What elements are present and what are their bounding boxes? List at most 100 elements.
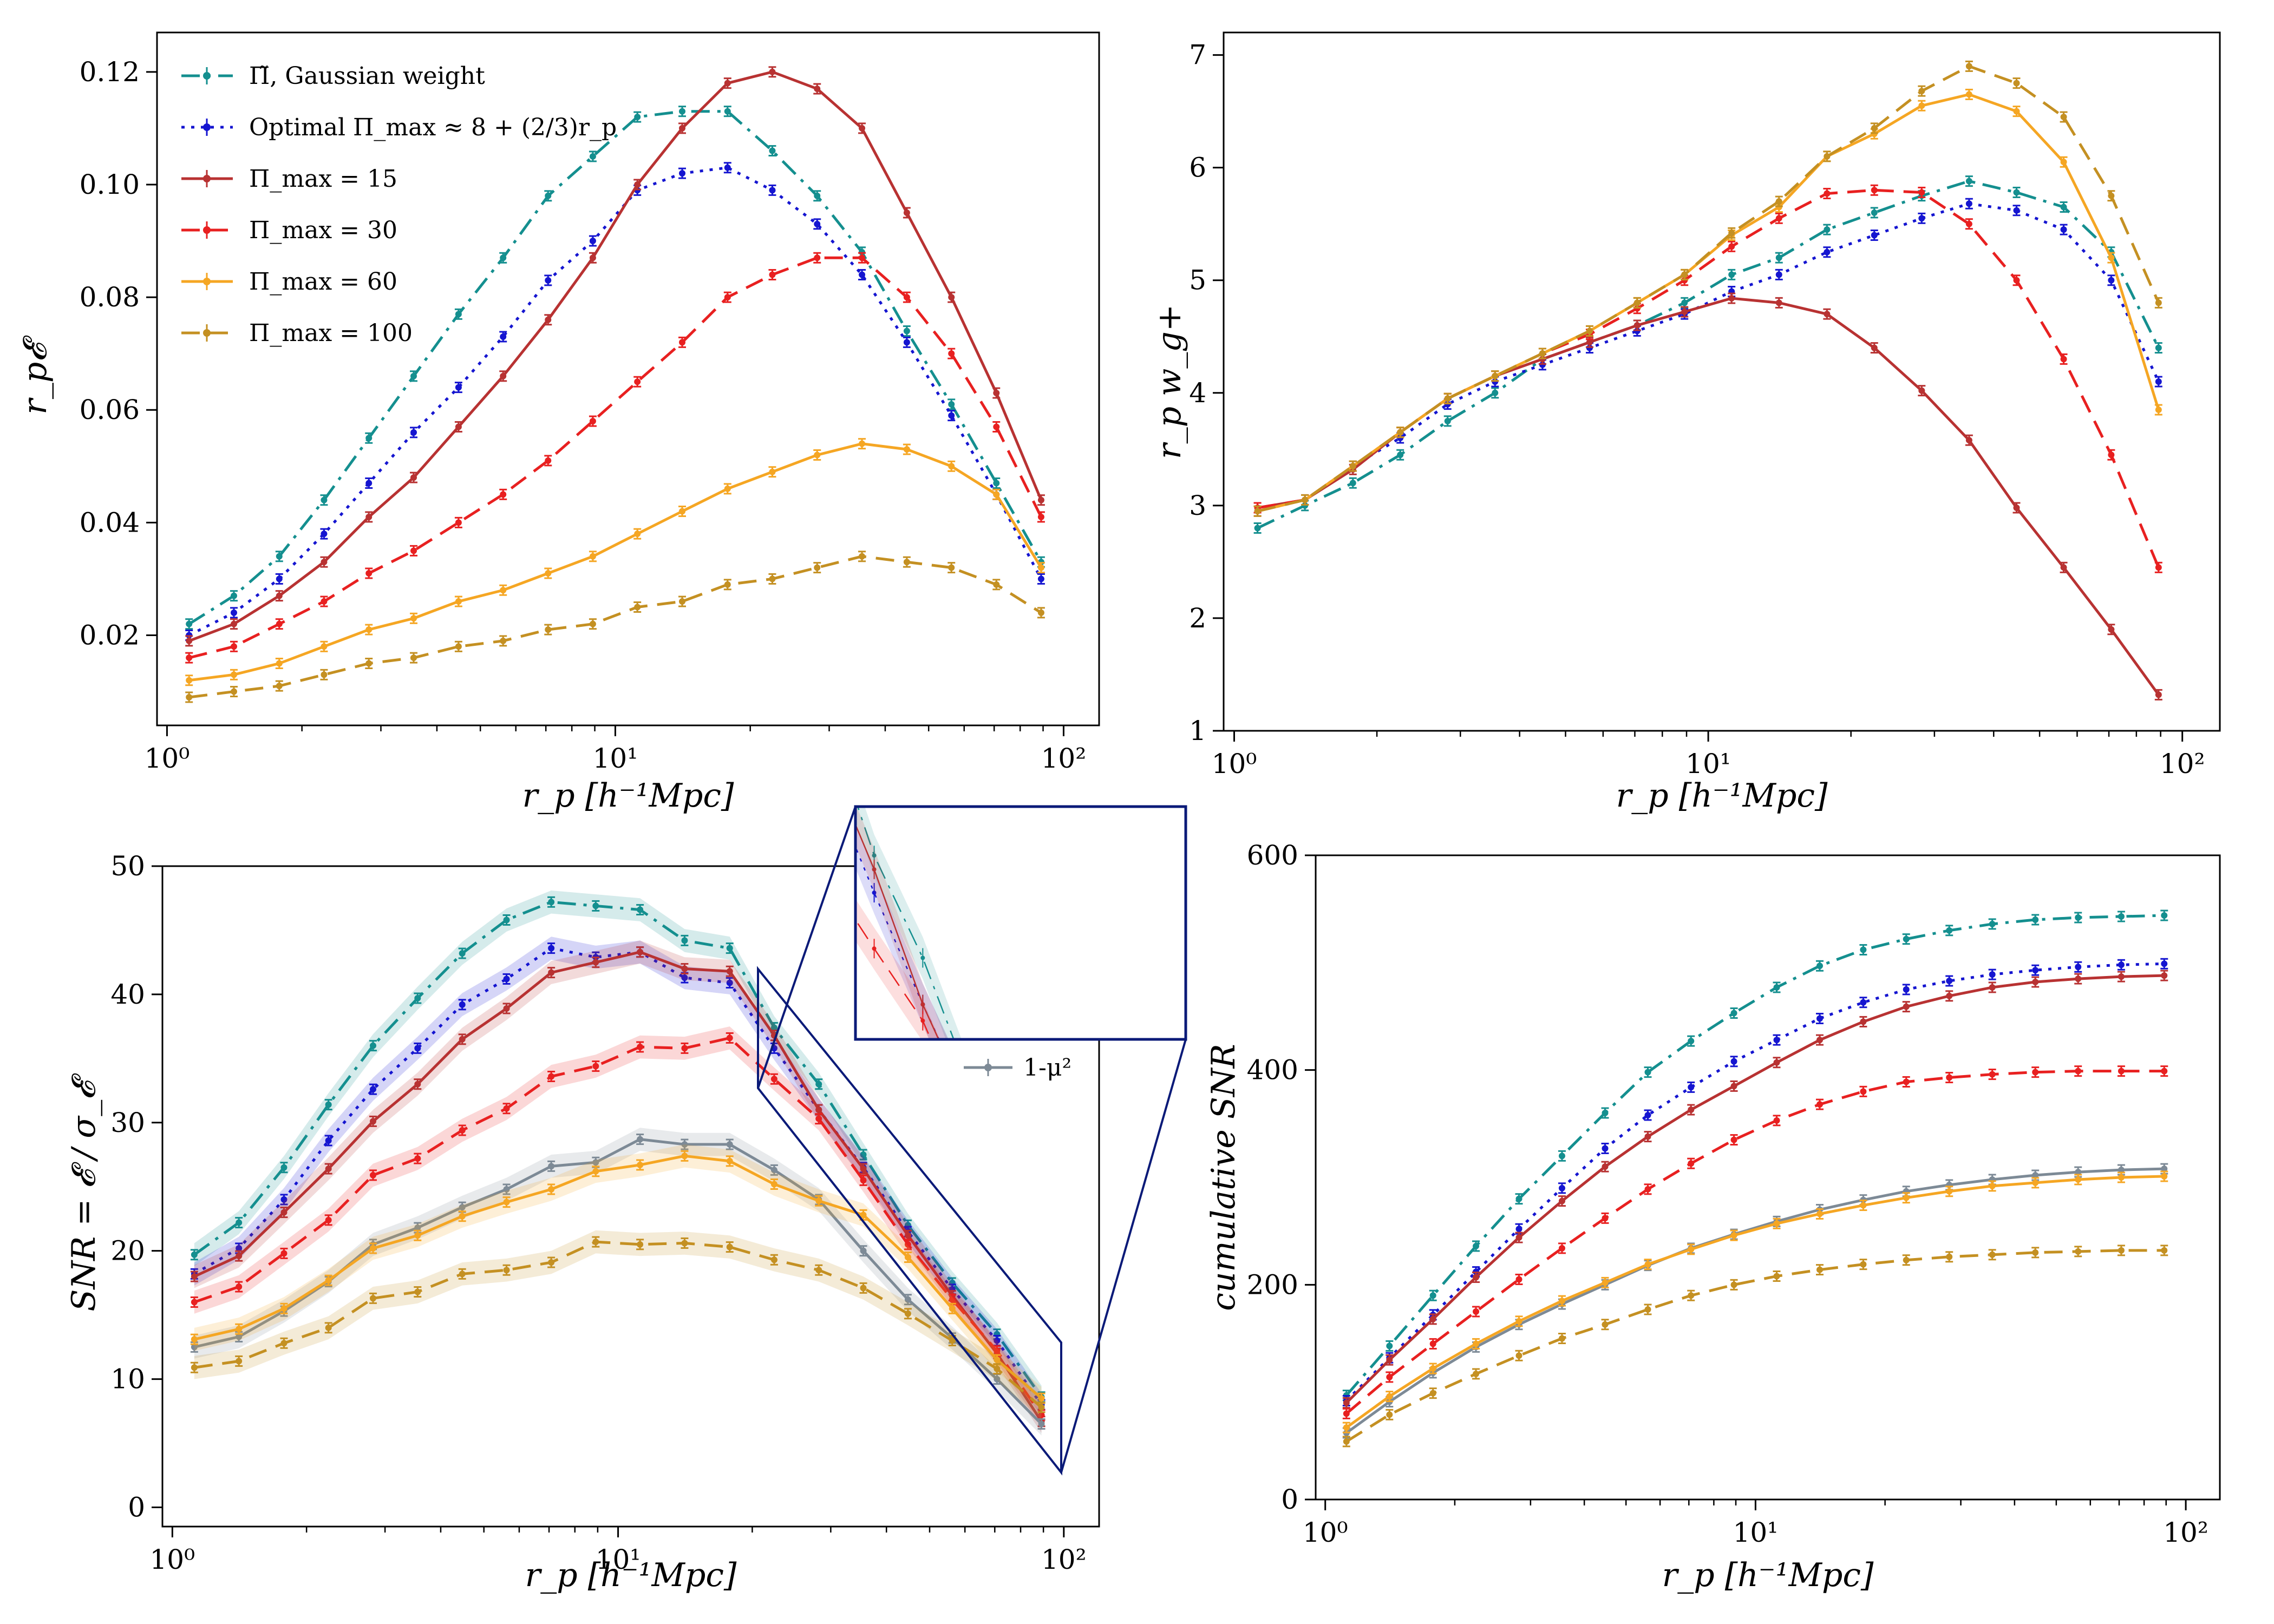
data-point bbox=[948, 350, 955, 357]
data-point bbox=[370, 1295, 377, 1302]
data-point bbox=[1473, 1340, 1480, 1347]
y-axis-label: r_p𝓔 bbox=[16, 335, 54, 415]
data-point bbox=[1444, 417, 1451, 424]
data-point bbox=[994, 1347, 1001, 1354]
data-point bbox=[859, 125, 866, 132]
data-point bbox=[321, 496, 328, 503]
series-line bbox=[1257, 188, 2160, 568]
data-point bbox=[1633, 322, 1641, 329]
inset-point bbox=[580, 658, 584, 662]
series-line bbox=[1345, 1249, 2165, 1443]
data-point bbox=[2060, 356, 2067, 363]
data-point bbox=[724, 581, 731, 588]
data-point bbox=[815, 1197, 822, 1204]
inset-point bbox=[872, 1137, 877, 1142]
data-point bbox=[1644, 1069, 1651, 1076]
inset-point bbox=[435, 886, 439, 890]
data-point bbox=[459, 1271, 466, 1278]
y-tick-label: 0.02 bbox=[80, 619, 140, 651]
data-point bbox=[1586, 328, 1593, 335]
data-point bbox=[276, 620, 283, 627]
data-point bbox=[1775, 254, 1782, 261]
y-tick-label: 400 bbox=[1247, 1055, 1298, 1086]
inset-point bbox=[386, 1058, 390, 1063]
data-point bbox=[1989, 920, 1996, 927]
data-point bbox=[1586, 339, 1593, 346]
data-point bbox=[503, 1186, 510, 1193]
uncertainty-band bbox=[194, 1144, 1042, 1410]
data-point bbox=[1688, 1246, 1695, 1253]
legend-marker bbox=[203, 329, 211, 337]
inset-point bbox=[969, 1084, 973, 1088]
data-point bbox=[2118, 913, 2125, 920]
data-point bbox=[2155, 691, 2162, 698]
data-point bbox=[1397, 451, 1404, 459]
legend-marker bbox=[984, 1064, 992, 1071]
inset-point bbox=[386, 1202, 390, 1207]
data-point bbox=[681, 965, 688, 972]
data-point bbox=[634, 531, 641, 538]
inset-point bbox=[240, 1433, 244, 1437]
legend-label: Π_max = 60 bbox=[249, 268, 397, 296]
series--max-100 bbox=[185, 551, 1045, 703]
x-tick-label: 10⁰ bbox=[1303, 1517, 1348, 1548]
data-point bbox=[1473, 1370, 1480, 1377]
data-point bbox=[770, 1167, 777, 1174]
inset-point bbox=[1164, 1524, 1168, 1528]
data-point bbox=[321, 643, 328, 650]
data-point bbox=[1558, 1245, 1565, 1252]
x-tick-label: 10¹ bbox=[593, 743, 638, 774]
data-point bbox=[1602, 1163, 1609, 1170]
data-point bbox=[1688, 1292, 1695, 1299]
data-point bbox=[948, 294, 955, 301]
data-point bbox=[414, 1081, 421, 1088]
data-point bbox=[814, 254, 821, 261]
data-point bbox=[191, 1299, 198, 1306]
data-point bbox=[1918, 215, 1925, 222]
data-point bbox=[814, 192, 821, 199]
data-point bbox=[325, 1324, 332, 1331]
plot-frame bbox=[1315, 854, 2221, 1501]
inset-connector bbox=[1060, 1039, 1187, 1473]
data-point bbox=[1429, 1390, 1436, 1397]
data-point bbox=[1965, 178, 1972, 185]
series-line bbox=[188, 70, 1043, 643]
data-point bbox=[1037, 575, 1044, 582]
data-point bbox=[1730, 1058, 1737, 1065]
data-point bbox=[1918, 189, 1925, 196]
series--max-60 bbox=[1253, 88, 2162, 517]
data-point bbox=[2108, 192, 2115, 199]
data-point bbox=[1871, 232, 1878, 239]
data-point bbox=[1037, 609, 1044, 616]
data-point bbox=[1965, 200, 1972, 207]
data-point bbox=[1386, 1411, 1393, 1418]
data-point bbox=[1444, 395, 1451, 402]
data-point bbox=[1037, 496, 1044, 503]
data-point bbox=[2108, 254, 2115, 261]
data-point bbox=[1343, 1424, 1350, 1431]
data-point bbox=[503, 1005, 510, 1012]
inset-point bbox=[435, 1345, 439, 1349]
data-point bbox=[860, 1212, 867, 1219]
inset-point bbox=[1115, 1440, 1119, 1444]
data-point bbox=[1989, 984, 1996, 991]
data-point bbox=[1602, 1145, 1609, 1152]
data-point bbox=[1871, 187, 1878, 194]
data-point bbox=[769, 187, 776, 194]
inset-point bbox=[386, 1312, 390, 1316]
x-tick-label: 10¹ bbox=[1733, 1517, 1779, 1548]
data-point bbox=[1343, 1438, 1350, 1445]
data-point bbox=[365, 660, 373, 667]
data-point bbox=[280, 1209, 287, 1216]
data-point bbox=[860, 1285, 867, 1292]
inset-point bbox=[726, 639, 730, 644]
data-point bbox=[1773, 1059, 1780, 1066]
chart-bottom-right-series bbox=[1342, 909, 2168, 1448]
data-point bbox=[276, 553, 283, 560]
data-point bbox=[726, 945, 733, 952]
data-point bbox=[459, 1001, 466, 1008]
data-point bbox=[321, 671, 328, 678]
inset-point bbox=[872, 867, 877, 872]
data-point bbox=[2108, 451, 2115, 459]
